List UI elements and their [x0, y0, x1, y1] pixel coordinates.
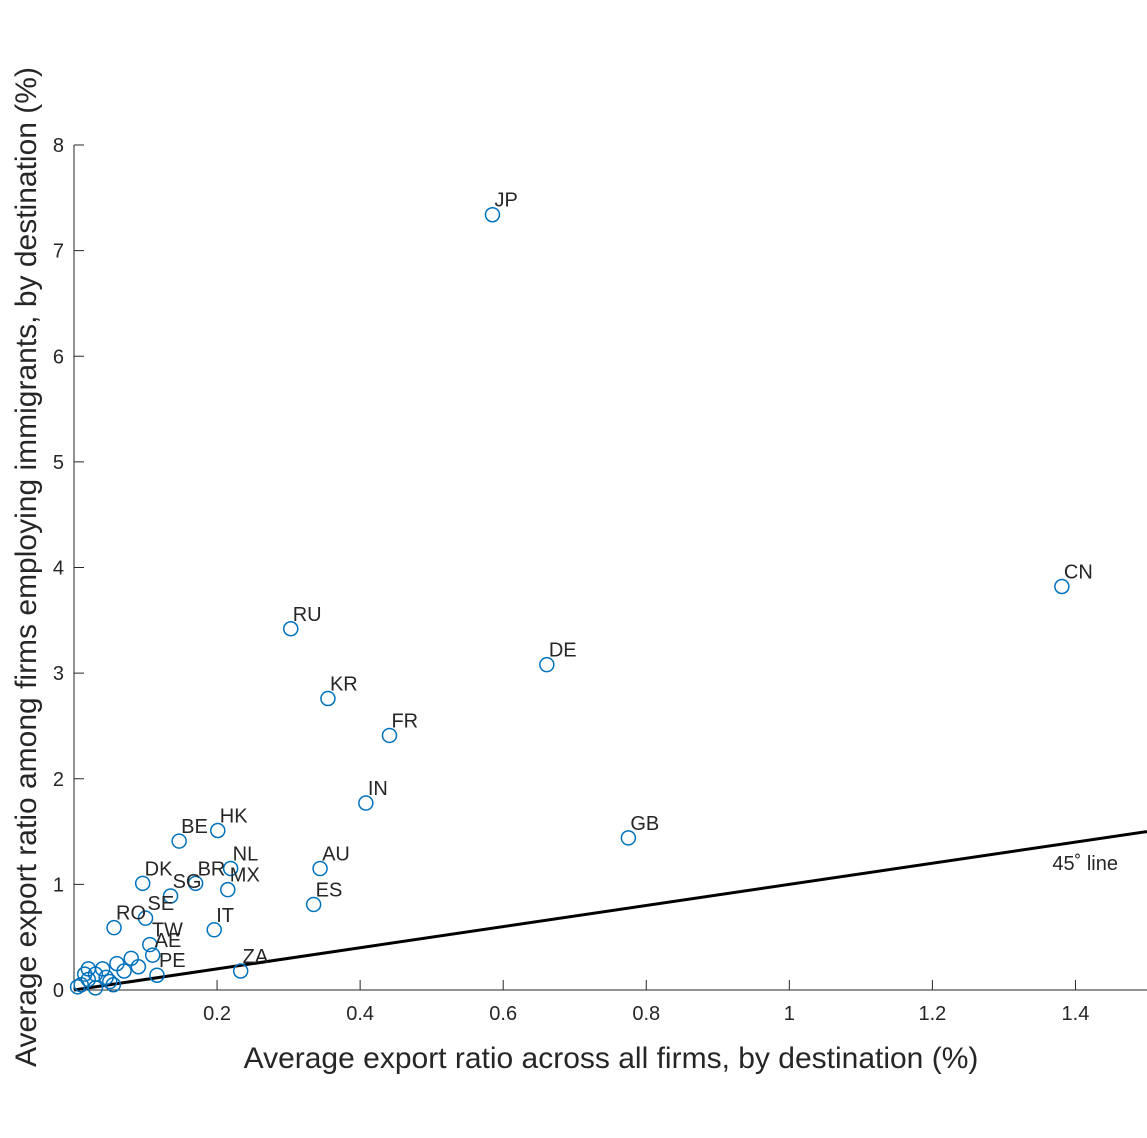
- point: [102, 973, 118, 990]
- point-label: DK: [145, 858, 173, 880]
- point: [282, 621, 299, 637]
- x-tick-label: 0.2: [203, 1003, 231, 1025]
- x-tick-label: 0.8: [632, 1003, 660, 1025]
- point-label: FR: [391, 710, 418, 732]
- point-label: AE: [155, 930, 182, 952]
- point-label: SG: [173, 871, 202, 893]
- y-tick-label: 1: [53, 874, 64, 896]
- point: [105, 976, 122, 993]
- point: [222, 860, 239, 877]
- point-label: KR: [330, 673, 358, 695]
- y-axis-label: Average export ratio among firms employi…: [10, 67, 43, 1067]
- point-label: GB: [630, 813, 659, 835]
- point-label: SE: [148, 893, 175, 915]
- x-tick-label: 1: [784, 1003, 795, 1025]
- point-label: BE: [181, 816, 208, 838]
- reference-line: [73, 830, 1147, 992]
- point-label: IN: [368, 778, 388, 800]
- point: [134, 875, 151, 892]
- point: [76, 966, 93, 982]
- point: [539, 656, 555, 673]
- point-label: BR: [198, 858, 226, 880]
- y-tick-label: 0: [53, 980, 64, 1002]
- point-label: ZA: [243, 946, 269, 968]
- y-tick-label: 5: [53, 452, 64, 474]
- point: [187, 875, 204, 892]
- y-tick-label: 4: [53, 558, 64, 580]
- point: [142, 936, 158, 953]
- point-label: HK: [220, 806, 248, 828]
- y-tick-label: 3: [53, 663, 64, 685]
- point: [162, 888, 179, 904]
- x-axis-label: Average export ratio across all firms, b…: [244, 1042, 979, 1075]
- point-label: MX: [230, 865, 260, 887]
- point: [87, 980, 104, 996]
- point: [206, 922, 222, 938]
- point: [137, 910, 154, 926]
- x-tick-label: 1.4: [1062, 1003, 1090, 1025]
- point: [320, 690, 336, 707]
- point: [312, 860, 328, 877]
- point: [149, 967, 165, 983]
- point: [130, 959, 147, 975]
- point: [210, 822, 226, 839]
- point: [484, 206, 501, 223]
- x-tick-label: 0.4: [346, 1003, 374, 1025]
- point: [1054, 578, 1070, 595]
- point-label: IT: [216, 905, 234, 927]
- point-label: TW: [152, 920, 183, 942]
- point: [144, 947, 161, 963]
- point-label: DE: [549, 640, 577, 662]
- y-tick-label: 7: [53, 241, 64, 263]
- point: [106, 919, 122, 936]
- point-label: NL: [233, 844, 259, 866]
- point-label: AU: [322, 844, 350, 866]
- point: [381, 727, 398, 744]
- point: [305, 896, 322, 913]
- point: [116, 963, 132, 979]
- point-label: CN: [1064, 562, 1093, 584]
- point: [358, 795, 374, 811]
- point: [123, 950, 139, 967]
- point-label: PE: [159, 950, 186, 972]
- point: [232, 963, 249, 979]
- point: [171, 833, 187, 849]
- x-tick-label: 1.2: [918, 1003, 946, 1025]
- y-tick-label: 6: [53, 346, 64, 368]
- y-tick-label: 2: [53, 769, 64, 791]
- y-tick-label: 8: [53, 135, 64, 157]
- x-tick-label: 0.6: [489, 1003, 517, 1025]
- point-label: ES: [316, 879, 343, 901]
- point: [620, 830, 637, 846]
- point-label: RO: [116, 903, 146, 925]
- point: [220, 881, 236, 898]
- point-label: JP: [494, 190, 517, 212]
- point: [69, 979, 86, 995]
- point-label: RU: [293, 604, 322, 626]
- reference-line-label: 45˚ line: [1052, 853, 1118, 875]
